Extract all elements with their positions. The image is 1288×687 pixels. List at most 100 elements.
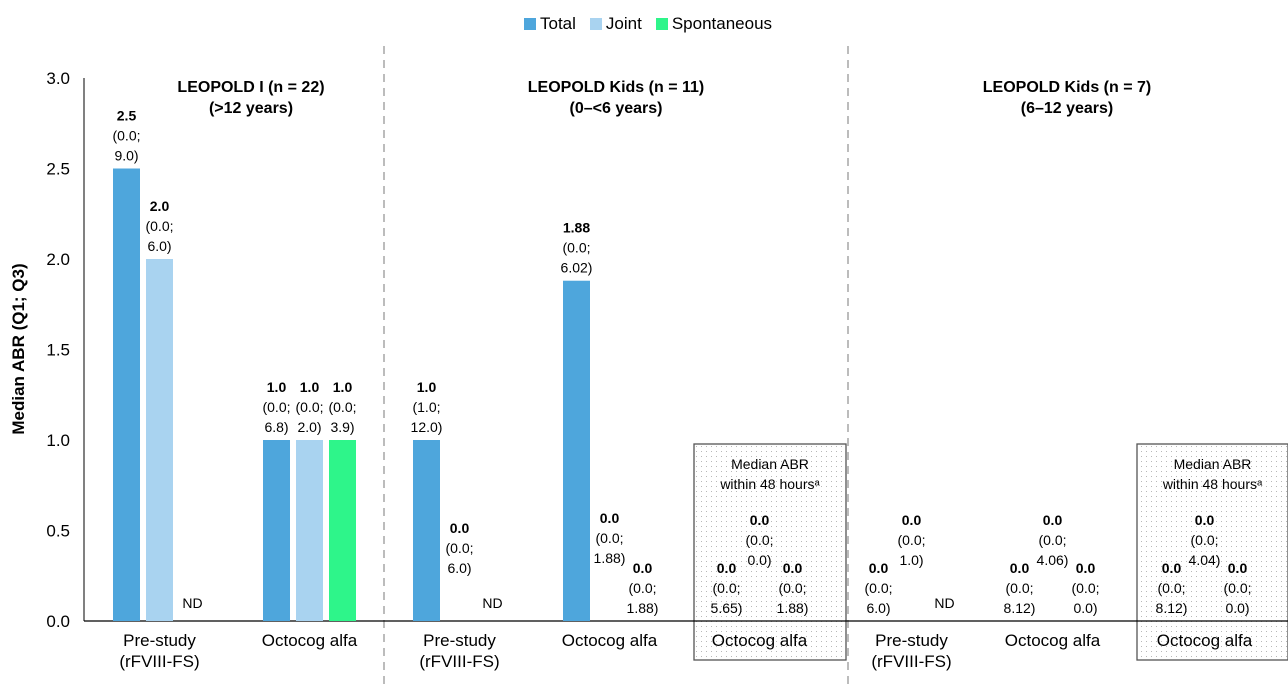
panel-subtitle-2: (6–12 years)	[1021, 100, 1114, 117]
bar-p0-g0-total	[113, 168, 140, 621]
data-label-p2-g1-b2-l2: 0.0)	[1073, 600, 1097, 616]
bar-p0-g1-spontaneous	[329, 440, 356, 621]
data-label-p2-g2-b1-l1: (0.0;	[1190, 532, 1218, 548]
y-tick-label-2: 1.0	[46, 431, 70, 450]
data-label-p0-g1-b2-l2: 3.9)	[330, 419, 354, 435]
data-label-p2-g1-b1-l0: 0.0	[1043, 512, 1063, 528]
panel-subtitle-0: (>12 years)	[209, 100, 293, 117]
category-label-p0-g0-0: Pre-study	[123, 631, 196, 650]
y-tick-label-3: 1.5	[46, 341, 70, 360]
legend-swatch-joint	[589, 18, 602, 30]
y-tick-label-4: 2.0	[46, 250, 70, 269]
data-label-p1-g1-b1-l0: 0.0	[600, 510, 620, 526]
data-label-p2-g0-b0-l2: 6.0)	[866, 600, 890, 616]
category-label-p0-g1-0: Octocog alfa	[262, 631, 358, 650]
data-label-p2-g1-b1-l2: 4.06)	[1037, 552, 1069, 568]
nd-label-p0-g0-2: ND	[182, 595, 202, 611]
data-label-p2-g2-b0-l2: 8.12)	[1156, 600, 1188, 616]
data-label-p1-g1-b2-l2: 1.88)	[627, 600, 659, 616]
data-label-p2-g1-b0-l1: (0.0;	[1005, 580, 1033, 596]
data-label-p2-g2-b1-l2: 4.04)	[1189, 552, 1221, 568]
data-label-p2-g2-b0-l0: 0.0	[1162, 560, 1182, 576]
category-label-p2-g0-1: (rFVIII-FS)	[871, 652, 951, 671]
data-label-p0-g0-b1-l1: (0.0;	[145, 218, 173, 234]
data-label-p2-g0-b1-l1: (0.0;	[897, 532, 925, 548]
data-label-p1-g0-b0-l0: 1.0	[417, 379, 437, 395]
legend-label-total: Total	[540, 14, 576, 33]
data-label-p1-g1-b2-l1: (0.0;	[628, 580, 656, 596]
data-label-p1-g2-b2-l0: 0.0	[783, 560, 803, 576]
data-label-p1-g1-b0-l1: (0.0;	[562, 240, 590, 256]
bar-p0-g0-joint	[146, 259, 173, 621]
data-label-p0-g1-b1-l2: 2.0)	[297, 419, 321, 435]
data-label-p1-g1-b2-l0: 0.0	[633, 560, 653, 576]
legend-item-total: Total	[524, 14, 576, 34]
category-label-p1-g2-0: Octocog alfa	[712, 631, 808, 650]
y-tick-label-5: 2.5	[46, 160, 70, 179]
category-label-p2-g2-0: Octocog alfa	[1157, 631, 1253, 650]
data-label-p2-g2-b2-l2: 0.0)	[1225, 600, 1249, 616]
median-48h-box-2	[1136, 443, 1288, 661]
data-label-p0-g0-b0-l0: 2.5	[117, 108, 137, 124]
nd-label-p2-g0-2: ND	[934, 595, 954, 611]
data-label-p1-g1-b1-l2: 1.88)	[594, 550, 626, 566]
data-label-p0-g1-b2-l0: 1.0	[333, 379, 353, 395]
category-label-p1-g0-1: (rFVIII-FS)	[419, 652, 499, 671]
panel-title-2: LEOPOLD Kids (n = 7)	[983, 79, 1151, 96]
y-tick-label-6: 3.0	[46, 69, 70, 88]
data-label-p1-g2-b1-l2: 0.0)	[747, 552, 771, 568]
y-tick-label-1: 0.5	[46, 522, 70, 541]
data-label-p1-g1-b1-l1: (0.0;	[595, 530, 623, 546]
legend-swatch-spontaneous	[655, 18, 668, 30]
bar-p1-g1-total	[563, 280, 590, 621]
category-label-p2-g1-0: Octocog alfa	[1005, 631, 1101, 650]
legend-label-joint: Joint	[605, 14, 642, 33]
median-48h-box-title-1-0: Median ABR	[731, 456, 809, 472]
data-label-p1-g0-b1-l0: 0.0	[450, 520, 470, 536]
data-label-p0-g1-b1-l0: 1.0	[300, 379, 320, 395]
legend-item-joint: Joint	[589, 14, 642, 34]
data-label-p1-g1-b0-l0: 1.88	[563, 220, 590, 236]
data-label-p0-g1-b2-l1: (0.0;	[328, 399, 356, 415]
data-label-p1-g2-b0-l1: (0.0;	[712, 580, 740, 596]
data-label-p0-g0-b0-l1: (0.0;	[112, 128, 140, 144]
data-label-p1-g0-b1-l1: (0.0;	[445, 540, 473, 556]
data-label-p2-g1-b0-l0: 0.0	[1010, 560, 1030, 576]
legend-swatch-total	[524, 18, 536, 30]
median-48h-box-1	[693, 443, 847, 661]
category-label-p0-g0-1: (rFVIII-FS)	[119, 652, 199, 671]
data-label-p1-g2-b0-l0: 0.0	[717, 560, 737, 576]
data-label-p2-g1-b0-l2: 8.12)	[1004, 600, 1036, 616]
data-label-p2-g0-b0-l0: 0.0	[869, 560, 889, 576]
bar-p1-g0-total	[413, 440, 440, 621]
bar-p0-g1-joint	[296, 440, 323, 621]
data-label-p2-g2-b0-l1: (0.0;	[1157, 580, 1185, 596]
nd-label-p1-g0-2: ND	[482, 595, 502, 611]
data-label-p0-g1-b0-l1: (0.0;	[262, 399, 290, 415]
data-label-p2-g2-b2-l0: 0.0	[1228, 560, 1248, 576]
data-label-p0-g0-b1-l0: 2.0	[150, 198, 170, 214]
median-48h-box-title-2-0: Median ABR	[1174, 456, 1252, 472]
data-label-p0-g1-b0-l0: 1.0	[267, 379, 287, 395]
data-label-p1-g1-b0-l2: 6.02)	[561, 260, 593, 276]
panel-title-0: LEOPOLD I (n = 22)	[177, 79, 324, 96]
category-label-p1-g0-0: Pre-study	[423, 631, 496, 650]
legend-item-spontaneous: Spontaneous	[655, 14, 773, 34]
data-label-p1-g2-b1-l1: (0.0;	[745, 532, 773, 548]
panel-subtitle-1: (0–<6 years)	[570, 100, 663, 117]
legend-label-spontaneous: Spontaneous	[671, 14, 773, 33]
category-label-p1-g1-0: Octocog alfa	[562, 631, 658, 650]
data-label-p2-g2-b2-l1: (0.0;	[1223, 580, 1251, 596]
data-label-p2-g1-b2-l0: 0.0	[1076, 560, 1096, 576]
data-label-p2-g0-b1-l2: 1.0)	[899, 552, 923, 568]
data-label-p0-g0-b1-l2: 6.0)	[147, 238, 171, 254]
data-label-p2-g0-b0-l1: (0.0;	[864, 580, 892, 596]
y-tick-label-0: 0.0	[46, 612, 70, 631]
data-label-p2-g2-b1-l0: 0.0	[1195, 512, 1215, 528]
y-axis-title: Median ABR (Q1; Q3)	[9, 263, 28, 434]
data-label-p2-g1-b2-l1: (0.0;	[1071, 580, 1099, 596]
data-label-p1-g0-b1-l2: 6.0)	[447, 560, 471, 576]
chart-legend: Total Joint Spontaneous	[524, 13, 786, 35]
data-label-p1-g2-b2-l1: (0.0;	[778, 580, 806, 596]
